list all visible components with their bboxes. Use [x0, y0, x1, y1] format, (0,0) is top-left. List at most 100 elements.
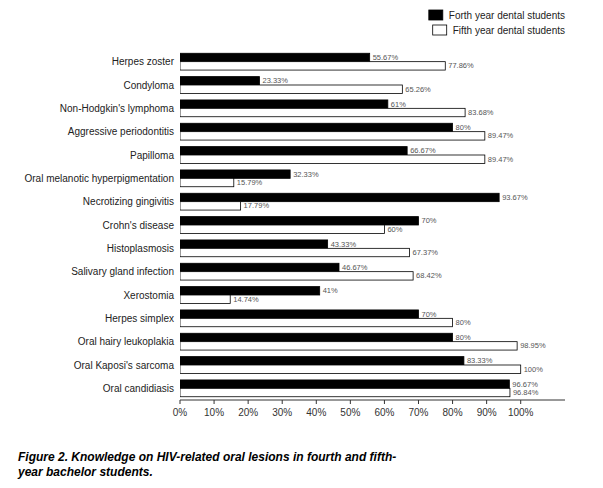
- legend-swatch: [433, 25, 447, 35]
- y-tick-label: Salivary gland infection: [71, 266, 174, 277]
- y-tick-label: Oral candidiasis: [103, 383, 174, 394]
- bar: [180, 178, 234, 186]
- bar: [180, 272, 413, 280]
- data-label: 14.74%: [233, 295, 259, 304]
- x-tick-label: 80%: [443, 407, 463, 418]
- data-label: 70%: [421, 216, 436, 225]
- data-label: 43.33%: [331, 240, 357, 249]
- data-label: 89.47%: [488, 155, 514, 164]
- x-tick: [316, 400, 317, 404]
- y-tick-label: Herpes simplex: [105, 313, 174, 324]
- bars: [180, 53, 521, 396]
- bar: [180, 147, 407, 155]
- bar: [180, 342, 517, 350]
- x-tick-label: 50%: [340, 407, 360, 418]
- data-label: 67.37%: [413, 248, 439, 257]
- y-tick-label: Condyloma: [123, 80, 174, 91]
- bar: [180, 318, 453, 326]
- data-label: 66.67%: [410, 146, 436, 155]
- data-label: 17.79%: [244, 201, 270, 210]
- bar: [180, 62, 445, 70]
- x-tick: [452, 400, 453, 404]
- x-tick: [418, 400, 419, 404]
- x-tick-label: 30%: [272, 407, 292, 418]
- bar: [180, 123, 453, 131]
- bar: [180, 132, 485, 140]
- legend-label: Forth year dental students: [449, 10, 565, 21]
- x-tick: [350, 400, 351, 404]
- bar: [180, 333, 453, 341]
- data-label: 23.33%: [262, 76, 288, 85]
- y-tick-label: Necrotizing gingivitis: [83, 196, 174, 207]
- bar: [180, 365, 521, 373]
- x-tick: [214, 400, 215, 404]
- data-label: 77.86%: [448, 61, 474, 70]
- bar: [180, 263, 339, 271]
- data-label: 80%: [456, 333, 471, 342]
- bar: [180, 77, 259, 85]
- chart: 0%10%20%30%40%50%60%70%80%90%100%Oral ca…: [0, 0, 603, 488]
- data-label: 55.67%: [373, 53, 399, 62]
- y-tick-label: Papilloma: [130, 150, 174, 161]
- x-tick-label: 40%: [306, 407, 326, 418]
- y-tick-label: Herpes zoster: [112, 56, 175, 67]
- data-label: 80%: [456, 123, 471, 132]
- data-label: 61%: [391, 100, 406, 109]
- y-tick-label: Histoplasmosis: [107, 243, 174, 254]
- data-labels: 96.67%83.33%80%70%41%46.67%43.33%70%93.6…: [233, 53, 546, 397]
- data-label: 15.79%: [237, 178, 263, 187]
- bar: [180, 85, 402, 93]
- bar: [180, 357, 464, 365]
- data-label: 96.84%: [513, 388, 539, 397]
- bar: [180, 100, 388, 108]
- data-label: 83.33%: [467, 356, 493, 365]
- x-tick: [486, 400, 487, 404]
- data-label: 41%: [323, 286, 338, 295]
- bar: [180, 170, 290, 178]
- y-tick-label: Oral melanotic hyperpigmentation: [24, 173, 174, 184]
- bar: [180, 155, 485, 163]
- y-tick-label: Non-Hodgkin's lymphoma: [60, 103, 175, 114]
- x-tick-label: 90%: [477, 407, 497, 418]
- y-tick-label: Aggressive periodontitis: [68, 126, 174, 137]
- data-label: 100%: [524, 365, 544, 374]
- x-tick: [180, 400, 181, 404]
- data-label: 70%: [421, 310, 436, 319]
- y-tick-label: Oral hairy leukoplakia: [78, 336, 175, 347]
- bar: [180, 240, 328, 248]
- bar: [180, 217, 418, 225]
- data-label: 83.68%: [468, 108, 494, 117]
- x-tick-label: 70%: [408, 407, 428, 418]
- bar: [180, 225, 384, 233]
- y-tick-label: Oral Kaposi's sarcoma: [74, 360, 175, 371]
- data-label: 32.33%: [293, 170, 319, 179]
- caption: Figure 2. Knowledge on HIV-related oral …: [17, 450, 396, 479]
- bar: [180, 202, 241, 210]
- bar: [180, 248, 410, 256]
- x-tick-label: 20%: [238, 407, 258, 418]
- bar: [180, 310, 418, 318]
- bar: [180, 193, 499, 201]
- y-tick-label: Xerostomia: [123, 290, 174, 301]
- data-label: 89.47%: [488, 131, 514, 140]
- data-label: 80%: [456, 318, 471, 327]
- bar: [180, 388, 510, 396]
- legend: Forth year dental students Fifth year den…: [429, 10, 565, 36]
- x-tick: [282, 400, 283, 404]
- bar: [180, 295, 230, 303]
- x-tick: [520, 400, 521, 404]
- legend-swatch: [429, 10, 443, 20]
- x-tick-label: 60%: [374, 407, 394, 418]
- bar: [180, 380, 509, 388]
- bar: [180, 53, 370, 61]
- data-label: 98.95%: [520, 341, 546, 350]
- y-tick-label: Crohn's disease: [103, 220, 175, 231]
- bar: [180, 108, 465, 116]
- data-label: 93.67%: [502, 193, 528, 202]
- x-axis-line: [180, 400, 565, 401]
- data-label: 46.67%: [342, 263, 368, 272]
- x-tick: [384, 400, 385, 404]
- x-tick: [248, 400, 249, 404]
- legend-label: Fifth year dental students: [453, 25, 565, 36]
- data-label: 60%: [387, 225, 402, 234]
